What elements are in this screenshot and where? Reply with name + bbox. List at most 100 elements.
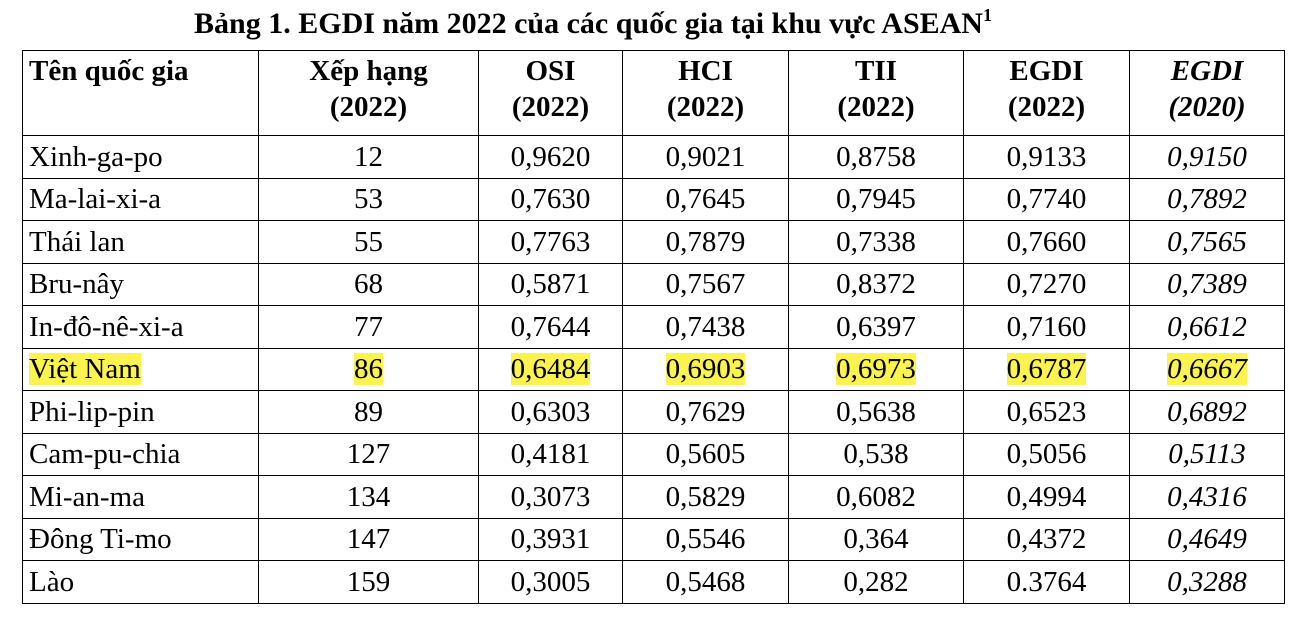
- cell-text: Việt Nam: [29, 353, 141, 386]
- table-cell: Mi-an-ma: [22, 475, 259, 519]
- cell-text: 0,4372: [1006, 523, 1087, 556]
- table-cell: 0,9150: [1129, 135, 1285, 179]
- table-row: Mi-an-ma 134 0,3073 0,5829 0,6082 0,4994 0,431…: [22, 475, 1285, 519]
- header-text: (2022): [1007, 91, 1086, 123]
- table-cell: 53: [258, 177, 479, 221]
- cell-text: Đông Ti-mo: [29, 523, 172, 556]
- table-row: Bru-nây 68 0,5871 0,7567 0,8372 0,7270 0,7389: [22, 262, 1285, 306]
- table-cell: 0,7438: [622, 305, 789, 349]
- table-cell: 0,364: [788, 517, 964, 561]
- table-row: Đông Ti-mo 147 0,3931 0,5546 0,364 0,4372 0,46…: [22, 517, 1285, 561]
- header-text: OSI: [525, 55, 576, 87]
- table-cell: Phi-lip-pin: [22, 390, 259, 434]
- cell-text: 0,9021: [665, 140, 746, 173]
- cell-text: 0,3931: [510, 523, 591, 556]
- table-cell: 0,6303: [478, 390, 623, 434]
- table-row: Cam-pu-chia 127 0,4181 0,5605 0,538 0,5056 0,5…: [22, 432, 1285, 476]
- cell-text: Lào: [29, 565, 75, 598]
- cell-text: 0,7645: [665, 183, 746, 216]
- table-cell: 0,7740: [963, 177, 1130, 221]
- cell-text: 0,4649: [1167, 523, 1247, 556]
- cell-text: 0,7630: [510, 183, 591, 216]
- cell-text: 0,6523: [1006, 395, 1087, 428]
- table-cell: Đông Ti-mo: [22, 517, 259, 561]
- cell-text: 0,6892: [1167, 395, 1247, 428]
- table-title: Bảng 1. EGDI năm 2022 của các quốc gia t…: [0, 6, 1186, 42]
- table-cell: 0,5871: [478, 262, 623, 306]
- header-cell: OSI (2022): [478, 50, 623, 136]
- header-text: (2022): [666, 91, 745, 123]
- table-cell: 0,282: [788, 560, 964, 604]
- header-row: Tên quốc gia Xếp hạng (2022) OSI (2022) HCI (2…: [22, 50, 1285, 136]
- header-text: (2020): [1168, 91, 1246, 123]
- cell-text: 0,7160: [1006, 310, 1087, 343]
- cell-text: 134: [346, 480, 391, 513]
- table-cell: 0,5605: [622, 432, 789, 476]
- table-cell: 0,5546: [622, 517, 789, 561]
- cell-text: 0,7629: [665, 395, 746, 428]
- table-cell: 0,9620: [478, 135, 623, 179]
- table-body: Xinh-ga-po 12 0,9620 0,9021 0,8758 0,9133 0,91…: [22, 135, 1285, 604]
- cell-text: 0,3288: [1167, 565, 1247, 598]
- cell-text: 0,5829: [665, 480, 746, 513]
- cell-text: 0,5871: [510, 268, 591, 301]
- cell-text: 0,6903: [665, 353, 746, 386]
- header-text: (2022): [329, 91, 408, 123]
- cell-text: 0,364: [843, 523, 909, 556]
- table-cell: 0,4181: [478, 432, 623, 476]
- header-cell: Xếp hạng (2022): [258, 50, 479, 136]
- table-cell: 0,3005: [478, 560, 623, 604]
- table-cell: 134: [258, 475, 479, 519]
- cell-text: 0,282: [843, 565, 909, 598]
- cell-text: 68: [354, 268, 383, 301]
- header-cell: EGDI (2020): [1129, 50, 1285, 136]
- cell-text: 12: [354, 140, 383, 173]
- cell-text: 0,6397: [836, 310, 916, 343]
- cell-text: 0,3005: [510, 565, 591, 598]
- table-cell: Việt Nam: [22, 347, 259, 391]
- cell-text: In-đô-nê-xi-a: [29, 310, 184, 343]
- cell-text: 0,7740: [1006, 183, 1087, 216]
- table-cell: 0,6397: [788, 305, 964, 349]
- table-row: Việt Nam 86 0,6484 0,6903 0,6973 0,6787 0,6667: [22, 347, 1285, 391]
- table-cell: 0,7565: [1129, 220, 1285, 264]
- header-text: Tên quốc gia: [29, 55, 189, 87]
- table-cell: 0,4649: [1129, 517, 1285, 561]
- cell-text: 0,7644: [510, 310, 591, 343]
- table-cell: 0,9133: [963, 135, 1130, 179]
- table-cell: 0,5829: [622, 475, 789, 519]
- table-cell: 0,4372: [963, 517, 1130, 561]
- table-cell: 0,5113: [1129, 432, 1285, 476]
- cell-text: 0,7945: [836, 183, 916, 216]
- header-cell: HCI (2022): [622, 50, 789, 136]
- cell-text: 0,6082: [836, 480, 916, 513]
- cell-text: 0,5638: [836, 395, 916, 428]
- table-cell: 0,8758: [788, 135, 964, 179]
- table-cell: 12: [258, 135, 479, 179]
- header-text: HCI: [678, 55, 733, 87]
- table-cell: 0,7270: [963, 262, 1130, 306]
- cell-text: 147: [346, 523, 391, 556]
- table-cell: 0,7644: [478, 305, 623, 349]
- table-cell: Thái lan: [22, 220, 259, 264]
- cell-text: Ma-lai-xi-a: [29, 183, 162, 216]
- cell-text: 0,5546: [665, 523, 746, 556]
- table-cell: 0,6523: [963, 390, 1130, 434]
- table-cell: 55: [258, 220, 479, 264]
- cell-text: 0,7389: [1167, 268, 1247, 301]
- cell-text: 0,538: [843, 438, 909, 471]
- table-cell: 0,6667: [1129, 347, 1285, 391]
- header-text: (2022): [511, 91, 590, 123]
- table-cell: 159: [258, 560, 479, 604]
- cell-text: 55: [354, 225, 383, 258]
- table-cell: 0,6612: [1129, 305, 1285, 349]
- header-text: EGDI: [1009, 55, 1084, 87]
- header-text: Xếp hạng: [309, 55, 428, 87]
- cell-text: 0,7892: [1167, 183, 1247, 216]
- cell-text: 0,5113: [1168, 438, 1246, 471]
- table-cell: 0,6903: [622, 347, 789, 391]
- table-cell: 127: [258, 432, 479, 476]
- table-cell: 0,7160: [963, 305, 1130, 349]
- cell-text: 0,6612: [1167, 310, 1247, 343]
